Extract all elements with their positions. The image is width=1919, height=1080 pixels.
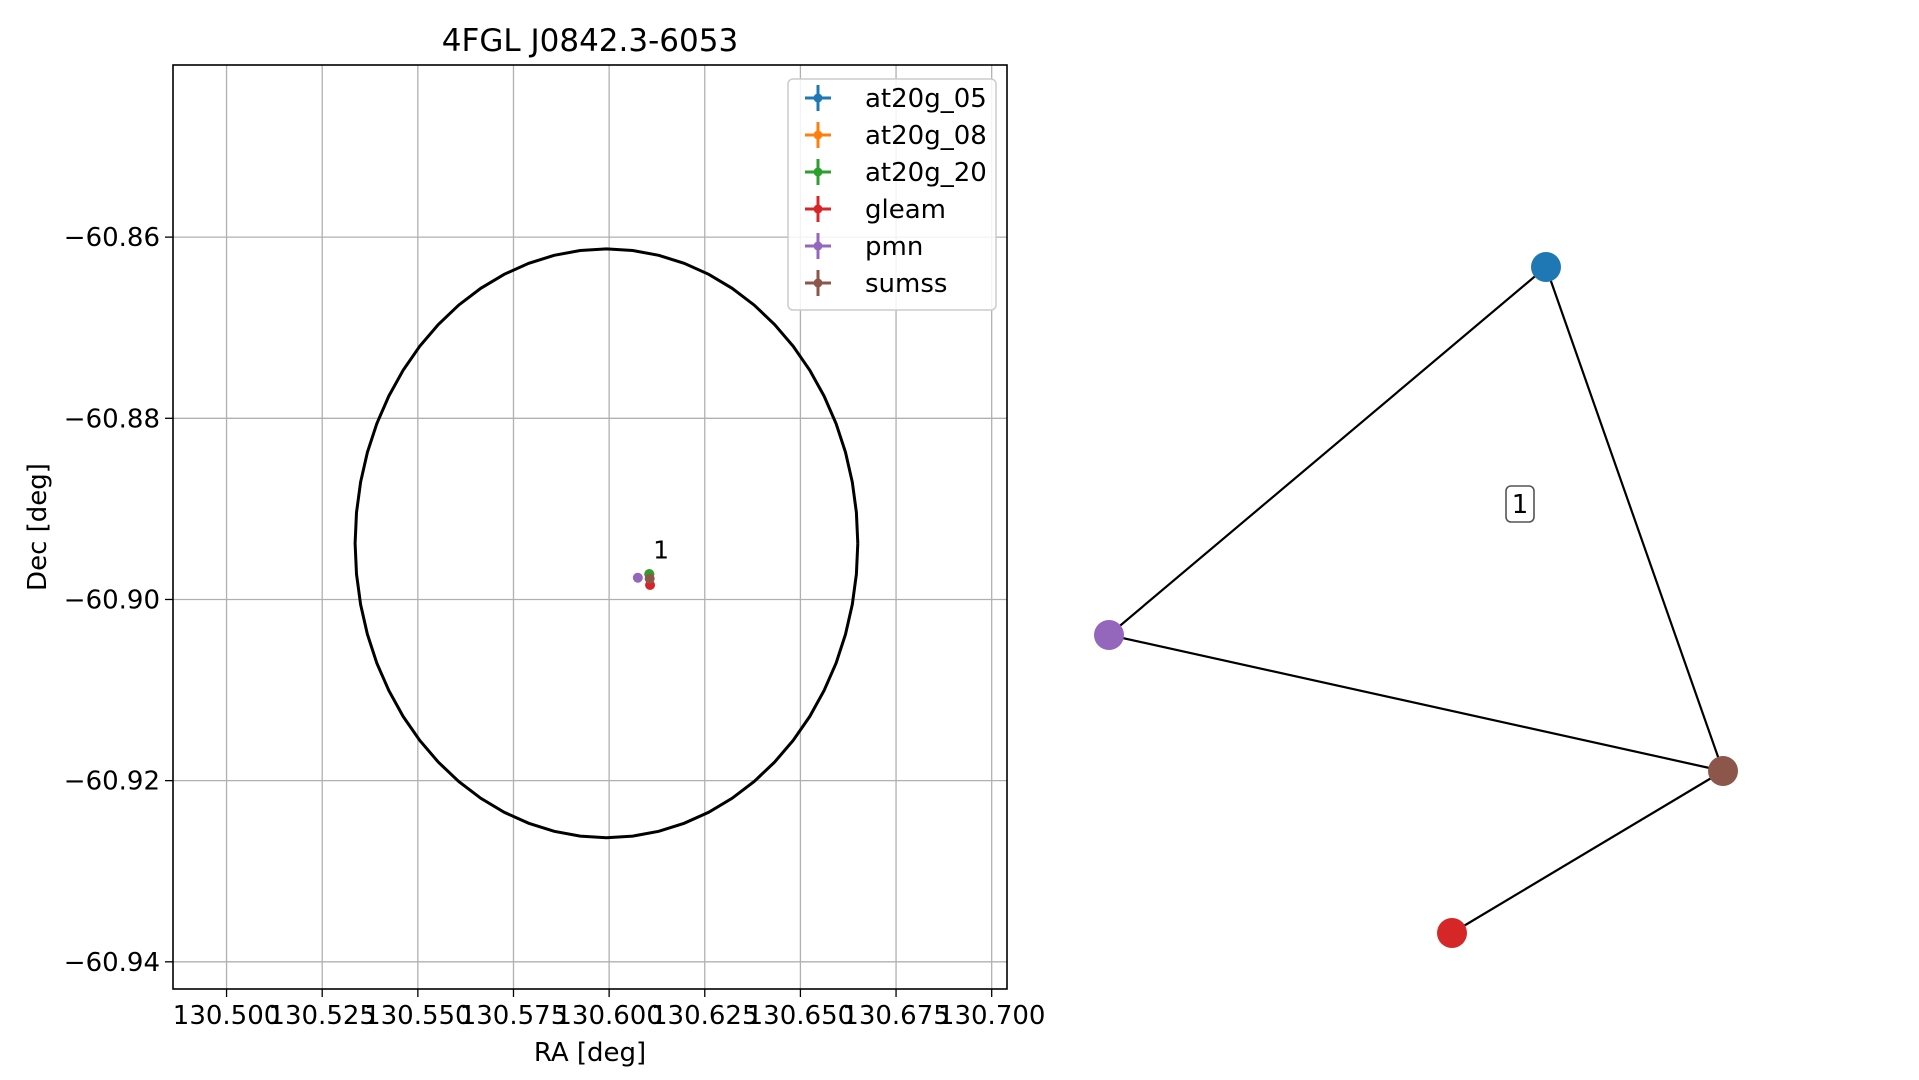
x-tick-label: 130.600	[555, 1001, 663, 1031]
y-tick-label: −60.86	[64, 223, 160, 253]
legend-label: at20g_20	[865, 158, 987, 188]
cluster-label: 1	[1512, 490, 1529, 520]
data-points-layer	[632, 569, 656, 590]
network-node-gleam	[1437, 918, 1467, 948]
data-point-sumss	[644, 573, 655, 584]
legend-box	[787, 78, 997, 311]
network-node-sumss	[1708, 756, 1738, 786]
y-axis-ticks: −60.86 −60.88 −60.90 −60.92 −60.94	[64, 223, 173, 978]
y-tick-label: −60.88	[64, 404, 160, 434]
x-tick-label: 130.550	[364, 1001, 472, 1031]
network-edge-pmn-sumss	[1108, 633, 1724, 773]
grid-lines	[173, 65, 1007, 989]
legend-label: sumss	[865, 269, 947, 299]
y-tick-label: −60.90	[64, 585, 160, 615]
ellipse-layer	[353, 247, 860, 840]
legend-marker-dot	[813, 167, 823, 177]
plot-frame	[172, 64, 1008, 990]
legend-label: gleam	[865, 195, 946, 225]
legend-label: pmn	[865, 232, 923, 262]
legend-marker-dot	[813, 241, 823, 251]
y-tick-label: −60.92	[64, 767, 160, 797]
legend-marker-dot	[813, 93, 823, 103]
x-tick-label: 130.525	[268, 1001, 376, 1031]
legend-label: at20g_05	[865, 84, 987, 114]
scatter-plot-panel: 1 130.500130.525130.550130.575130.600130…	[23, 23, 1045, 1068]
chart-title: 4FGL J0842.3-6053	[442, 23, 738, 59]
network-edges	[1108, 266, 1725, 934]
annotation-layer: 1	[653, 536, 669, 565]
cluster-label-frame	[1505, 485, 1535, 523]
legend-marker-dot	[813, 278, 823, 288]
x-axis-label: RA [deg]	[534, 1038, 646, 1068]
x-tick-label: 130.650	[747, 1001, 855, 1031]
legend-marker-dot	[813, 130, 823, 140]
x-tick-label: 130.575	[460, 1001, 568, 1031]
network-edge-at20g_05-pmn	[1108, 266, 1547, 636]
x-tick-label: 130.500	[173, 1001, 281, 1031]
y-axis-label: Dec [deg]	[23, 463, 53, 591]
legend-marker-dot	[813, 204, 823, 214]
x-tick-label: 130.625	[651, 1001, 759, 1031]
network-node-at20g_05	[1531, 252, 1561, 282]
data-point-pmn	[632, 572, 643, 583]
x-axis-ticks: 130.500130.525130.550130.575130.600130.6…	[173, 989, 1046, 1031]
x-tick-label: 130.700	[938, 1001, 1046, 1031]
x-tick-label: 130.675	[842, 1001, 950, 1031]
cluster-label-box: 1	[1505, 485, 1535, 523]
point-annotation: 1	[653, 536, 669, 565]
network-nodes	[1094, 252, 1738, 948]
network-edge-sumss-gleam	[1451, 770, 1724, 934]
network-edge-at20g_05-sumss	[1544, 266, 1725, 772]
y-tick-label: −60.94	[64, 948, 160, 978]
network-node-pmn	[1094, 620, 1124, 650]
localization-ellipse	[353, 247, 860, 840]
legend-label: at20g_08	[865, 121, 987, 151]
network-graph-panel: 1	[1094, 252, 1738, 948]
